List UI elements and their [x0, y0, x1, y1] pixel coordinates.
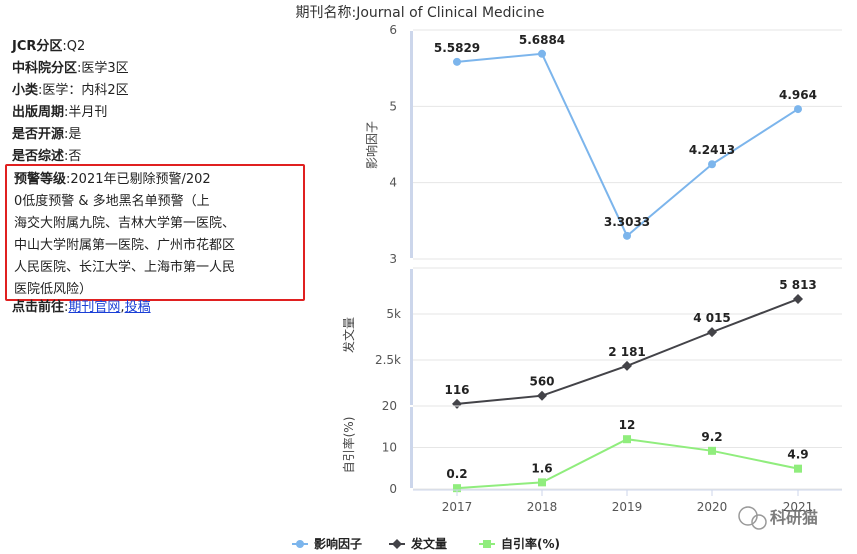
- data-label: 5.6884: [519, 33, 565, 47]
- data-point: [794, 105, 802, 114]
- y-tick-label: 10: [382, 441, 397, 455]
- info-key: 出版周期: [12, 105, 65, 120]
- data-label: 1.6: [531, 461, 552, 475]
- data-label: 12: [619, 418, 636, 432]
- legend-marker: [392, 539, 402, 549]
- data-label: 4.2413: [689, 143, 735, 157]
- wechat-icon-bubble: [751, 514, 767, 530]
- info-row-frequency: 出版周期:半月刊: [12, 102, 312, 124]
- info-key: JCR分区: [12, 39, 63, 54]
- warning-key: 预警等级: [14, 172, 67, 187]
- panel-axis-bar: [410, 269, 413, 405]
- legend-item: 自引率(%): [501, 536, 560, 551]
- series-line: [456, 52, 799, 238]
- journal-info-panel: JCR分区:Q2 中科院分区:医学3区 小类:医学：内科2区 出版周期:半月刊 …: [12, 36, 312, 168]
- panel-axis-bar: [410, 407, 413, 488]
- info-value: :医学3区: [77, 61, 129, 76]
- data-point: [453, 57, 461, 66]
- data-point: [708, 446, 716, 455]
- warning-line: 海交大附属九院、吉林大学第一医院、: [14, 216, 236, 231]
- x-tick-label: 2018: [527, 500, 558, 514]
- legend-marker: [296, 540, 304, 548]
- info-value: :半月刊: [64, 105, 108, 120]
- data-label: 4.964: [779, 88, 817, 102]
- info-key: 是否综述: [12, 149, 65, 164]
- data-point: [623, 435, 631, 444]
- warning-highlight-box: 预警等级:2021年已剔除预警/202 0低度预警 & 多地黑名单预警（上 海交…: [5, 164, 305, 301]
- warning-line: 医院低风险）: [14, 282, 93, 297]
- link-separator: ,: [120, 300, 125, 315]
- y-tick-label: 5k: [386, 307, 401, 321]
- y-tick-label: 20: [382, 399, 397, 413]
- goto-colon: :: [64, 300, 69, 315]
- data-point: [708, 160, 716, 169]
- data-point: [707, 327, 717, 338]
- data-point: [623, 231, 631, 240]
- data-point: [538, 49, 546, 58]
- data-point: [537, 390, 547, 401]
- info-row-review: 是否综述:否: [12, 146, 312, 168]
- series-line: [456, 438, 799, 490]
- warning-text: 预警等级:2021年已剔除预警/202 0低度预警 & 多地黑名单预警（上 海交…: [14, 169, 296, 301]
- x-tick-label: 2019: [612, 500, 643, 514]
- watermark-text: 科研猫: [770, 508, 818, 527]
- info-key: 小类: [12, 83, 39, 98]
- data-point: [453, 484, 461, 493]
- panel-axis-bar: [410, 31, 413, 258]
- journal-site-link[interactable]: 期刊官网: [68, 300, 121, 315]
- info-row-cas: 中科院分区:医学3区: [12, 58, 312, 80]
- info-value: :否: [64, 149, 82, 164]
- y-axis-title: 发文量: [341, 317, 356, 353]
- warning-line-text: :2021年已剔除预警/202: [66, 172, 211, 187]
- y-tick-label: 6: [389, 23, 397, 37]
- warning-line: 0低度预警 & 多地黑名单预警（上: [14, 194, 210, 209]
- data-label: 5 813: [779, 278, 817, 292]
- x-tick-label: 2020: [697, 500, 728, 514]
- info-key: 是否开源: [12, 127, 65, 142]
- data-point: [538, 478, 546, 487]
- y-axis-title: 影响因子: [364, 121, 379, 169]
- goto-links-row: 点击前往:期刊官网,投稿: [12, 298, 151, 318]
- data-point: [793, 294, 803, 305]
- data-label: 3.3033: [604, 215, 650, 229]
- info-value: :医学：内科2区: [38, 83, 129, 98]
- data-label: 2 181: [608, 345, 646, 359]
- info-row-open-access: 是否开源:是: [12, 124, 312, 146]
- legend-item: 发文量: [410, 536, 447, 551]
- goto-label: 点击前往: [12, 300, 65, 315]
- warning-line: 中山大学附属第一医院、广州市花都区: [14, 238, 236, 253]
- warning-line: 人民医院、长江大学、上海市第一人民: [14, 260, 236, 275]
- y-tick-label: 4: [389, 176, 397, 190]
- info-value: :是: [64, 127, 82, 142]
- data-point: [452, 398, 462, 409]
- legend-item: 影响因子: [314, 536, 362, 551]
- info-value: :Q2: [62, 39, 86, 54]
- submit-link[interactable]: 投稿: [124, 300, 151, 315]
- x-tick-label: 2017: [442, 500, 473, 514]
- watermark: 科研猫: [738, 506, 818, 530]
- y-tick-label: 5: [389, 99, 397, 113]
- data-point: [622, 360, 632, 371]
- legend-marker: [483, 540, 491, 548]
- y-axis-title: 自引率(%): [341, 417, 356, 474]
- info-key: 中科院分区: [12, 61, 78, 76]
- data-label: 5.5829: [434, 41, 480, 55]
- data-label: 9.2: [701, 430, 722, 444]
- x-tick-label: 2021: [783, 500, 814, 514]
- warning-line: 预警等级:2021年已剔除预警/202: [14, 169, 296, 191]
- data-label: 0.2: [446, 467, 467, 481]
- data-label: 116: [444, 383, 469, 397]
- page-title: 期刊名称:Journal of Clinical Medicine: [295, 5, 545, 21]
- data-label: 560: [529, 375, 554, 389]
- info-row-jcr: JCR分区:Q2: [12, 36, 312, 58]
- data-label: 4 015: [693, 311, 731, 325]
- data-label: 4.9: [787, 448, 808, 462]
- data-point: [794, 464, 802, 473]
- y-tick-label: 3: [389, 252, 397, 266]
- y-tick-label: 2.5k: [375, 353, 401, 367]
- y-tick-label: 0: [389, 482, 397, 496]
- info-row-subcategory: 小类:医学：内科2区: [12, 80, 312, 102]
